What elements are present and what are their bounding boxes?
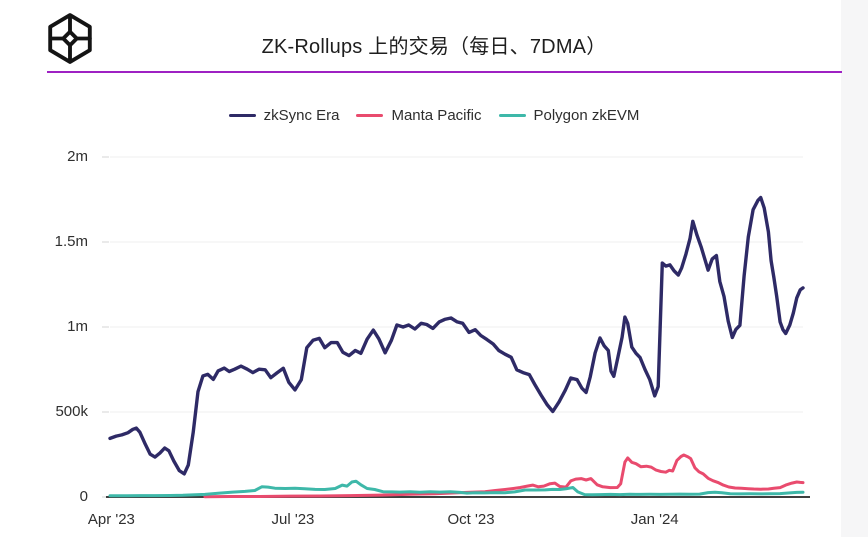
y-axis-tick-label: 500k — [55, 403, 88, 420]
line-chart-plot-area[interactable] — [0, 140, 868, 520]
y-axis-tick-label: 2m — [67, 148, 88, 165]
x-axis-tick-label: Jan '24 — [630, 511, 679, 528]
y-axis-tick-label: 1.5m — [54, 233, 88, 250]
legend-label: Manta Pacific — [391, 107, 482, 124]
y-axis-tick-label: 0 — [79, 488, 88, 505]
legend-label: zkSync Era — [263, 107, 340, 124]
series-line-zksync-era — [108, 195, 805, 476]
header-divider — [47, 71, 842, 73]
zksync-era-swatch-icon — [228, 113, 256, 118]
right-gutter — [841, 0, 868, 537]
legend-item-polygon-zkevm[interactable]: Polygon zkEVM — [498, 107, 640, 124]
page-title: ZK-Rollups 上的交易（每日、7DMA） — [261, 36, 607, 58]
legend-item-zksync-era[interactable]: zkSync Era — [228, 107, 340, 124]
x-axis-tick-label: Apr '23 — [87, 511, 135, 528]
series-line-polygon-zkevm — [108, 479, 805, 498]
legend-item-manta-pacific[interactable]: Manta Pacific — [356, 107, 482, 124]
x-axis-tick-label: Jul '23 — [271, 511, 315, 528]
manta-pacific-swatch-icon — [356, 113, 384, 118]
x-axis-tick-label: Oct '23 — [447, 511, 495, 528]
y-axis-tick-label: 1m — [67, 318, 88, 335]
chart-legend: zkSync Era Manta Pacific Polygon zkEVM — [0, 107, 868, 124]
polygon-zkevm-swatch-icon — [498, 113, 526, 118]
series-line-manta-pacific — [203, 453, 805, 499]
wireframe-cube-logo-icon — [48, 13, 92, 64]
legend-label: Polygon zkEVM — [533, 107, 640, 124]
